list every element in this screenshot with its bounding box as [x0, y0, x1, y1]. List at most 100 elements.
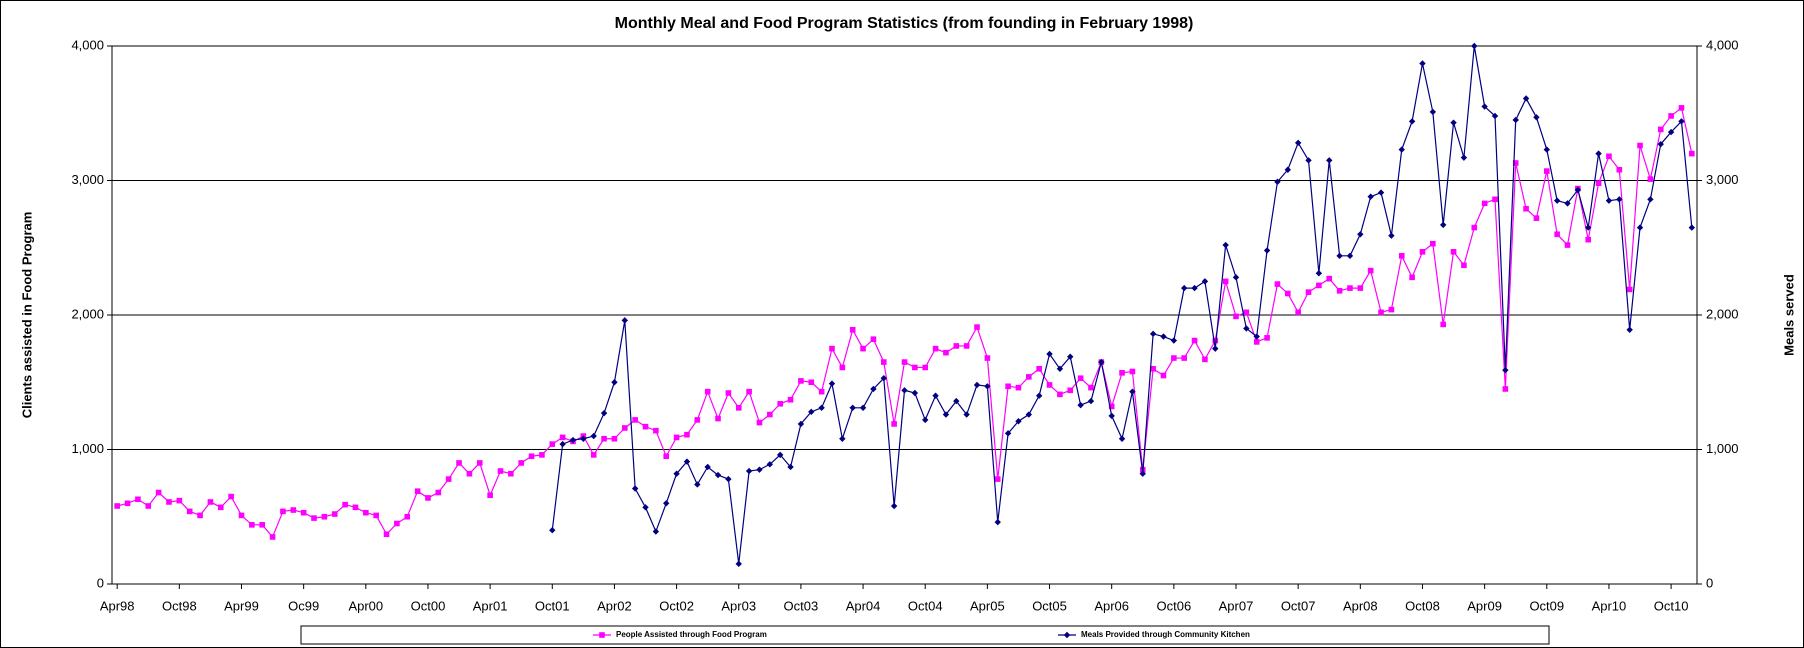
data-point — [1170, 337, 1178, 344]
x-tick-label: Apr02 — [597, 598, 632, 613]
data-point — [404, 513, 411, 520]
y2-tick-label: 0 — [1706, 575, 1713, 590]
data-point — [228, 493, 234, 500]
data-point — [383, 531, 390, 538]
data-point — [1585, 224, 1592, 231]
data-point — [363, 509, 369, 516]
y2-tick-label: 2,000 — [1706, 306, 1739, 321]
data-point — [901, 387, 908, 394]
data-point — [373, 512, 379, 519]
data-point — [1491, 112, 1499, 120]
data-point — [476, 460, 483, 466]
data-point — [176, 497, 183, 504]
data-point — [1647, 196, 1654, 203]
data-point — [1388, 232, 1395, 239]
x-tick-label: Oct07 — [1281, 598, 1316, 613]
data-point — [1688, 224, 1696, 231]
data-point — [818, 404, 825, 412]
data-point — [725, 475, 732, 483]
data-point — [829, 345, 835, 352]
data-point — [1056, 365, 1064, 372]
data-point — [124, 500, 131, 507]
data-point — [1253, 339, 1260, 345]
data-point — [880, 359, 887, 365]
data-point — [1233, 313, 1239, 320]
data-point — [1377, 189, 1385, 196]
y-tick-label: 0 — [97, 575, 104, 590]
data-point — [1522, 95, 1530, 102]
x-tick-label: Oct02 — [659, 598, 694, 613]
data-point — [1461, 262, 1467, 269]
data-point — [631, 485, 639, 492]
data-point — [394, 520, 400, 527]
data-point — [1626, 326, 1633, 333]
data-point — [1367, 193, 1374, 200]
data-point — [445, 476, 452, 482]
data-point — [870, 336, 877, 343]
data-point — [1367, 267, 1374, 274]
data-point — [1388, 306, 1395, 313]
data-point — [1149, 330, 1157, 338]
x-tick-label: Apr04 — [846, 598, 881, 613]
data-point — [1616, 166, 1623, 173]
x-tick-label: Apr07 — [1219, 598, 1254, 613]
data-point — [1668, 113, 1674, 119]
data-point — [1046, 382, 1053, 388]
x-tick-label: Apr08 — [1343, 598, 1378, 613]
data-point — [539, 452, 545, 458]
data-point — [714, 471, 722, 479]
data-point — [1336, 287, 1343, 294]
x-tick-label: Oct00 — [411, 598, 446, 613]
data-point — [1481, 200, 1488, 207]
data-point — [331, 511, 338, 517]
y-tick-label: 4,000 — [71, 37, 104, 52]
y-tick-label: 3,000 — [71, 172, 104, 187]
x-tick-label: Oct09 — [1529, 598, 1564, 613]
data-point — [1181, 284, 1188, 292]
data-point — [621, 425, 628, 431]
data-point — [249, 522, 255, 528]
data-point — [145, 503, 152, 509]
data-point — [787, 463, 794, 471]
data-point — [766, 461, 774, 468]
data-point — [1129, 388, 1136, 395]
data-point — [269, 534, 276, 540]
data-point — [1263, 247, 1271, 254]
data-point — [1543, 146, 1550, 153]
data-point — [580, 435, 587, 442]
data-point — [1098, 358, 1105, 366]
data-point — [663, 500, 670, 507]
data-point — [1523, 205, 1529, 212]
data-point — [1398, 146, 1405, 153]
data-point — [238, 512, 245, 519]
data-point — [518, 460, 524, 466]
data-point — [932, 392, 939, 399]
data-point — [1678, 118, 1685, 125]
data-point — [1657, 126, 1664, 133]
data-point — [1025, 411, 1033, 418]
data-point — [569, 436, 577, 444]
legend-box — [300, 625, 1550, 645]
data-point — [673, 434, 680, 441]
data-point — [1139, 470, 1146, 477]
data-point — [1667, 128, 1675, 136]
data-point — [487, 492, 493, 499]
data-point — [1305, 157, 1312, 164]
x-tick-label: Oct98 — [162, 598, 197, 613]
chart-title: Monthly Meal and Food Program Statistics… — [615, 15, 1194, 32]
data-point — [1067, 387, 1074, 394]
x-tick-label: Apr05 — [970, 598, 1005, 613]
data-point — [735, 560, 742, 568]
data-point — [1264, 335, 1270, 341]
data-point — [1481, 103, 1488, 110]
data-point — [1129, 368, 1136, 375]
data-point — [497, 468, 504, 474]
data-point — [1408, 118, 1416, 125]
x-tick-label: Apr98 — [100, 598, 135, 613]
data-point — [704, 463, 711, 471]
data-point — [259, 522, 266, 528]
data-point — [290, 507, 297, 513]
data-point — [1150, 366, 1156, 372]
data-point — [912, 364, 918, 371]
